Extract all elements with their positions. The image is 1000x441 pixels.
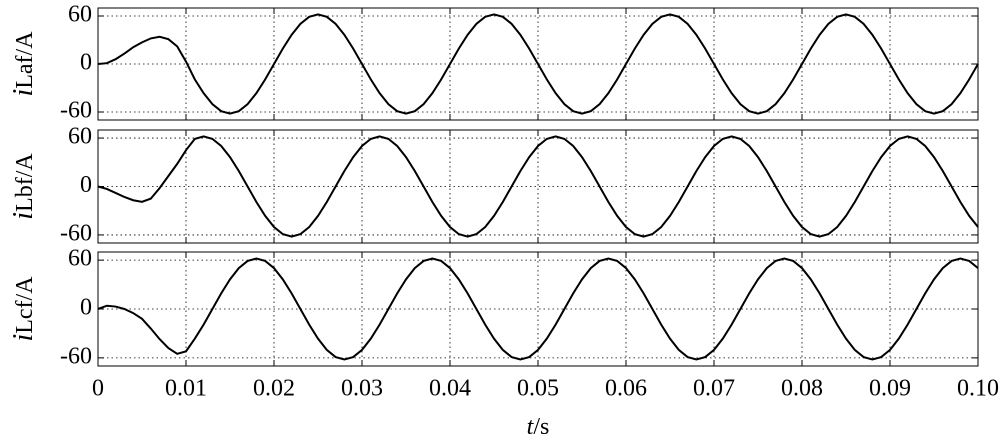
x-tick-label: 0.08 — [781, 376, 823, 402]
y-tick-label: -60 — [60, 220, 92, 246]
x-tick-label: 0.04 — [429, 376, 471, 402]
y-axis-label: iLbf/A — [8, 153, 39, 220]
y-label-rest: Laf/A — [12, 31, 38, 89]
y-tick-label: 60 — [68, 2, 92, 28]
y-label-symbol: i — [8, 89, 39, 97]
y-tick-label: 60 — [68, 246, 92, 272]
y-tick-label: 0 — [80, 295, 92, 321]
x-tick-label: 0.09 — [869, 376, 911, 402]
x-tick-label: 0.03 — [341, 376, 383, 402]
x-tick-label: 0 — [92, 376, 104, 402]
y-label-symbol: i — [8, 334, 39, 342]
series-line — [97, 13, 979, 115]
y-label-rest: Lbf/A — [12, 153, 38, 212]
series-line — [97, 135, 979, 238]
x-tick-label: 0.10 — [957, 376, 999, 402]
y-axis-label: iLcf/A — [8, 276, 39, 342]
x-axis-label: t/s — [527, 414, 550, 440]
y-tick-label: -60 — [60, 98, 92, 124]
x-tick-label: 0.06 — [605, 376, 647, 402]
y-tick-label: 60 — [68, 124, 92, 150]
x-tick-label: 0.02 — [253, 376, 295, 402]
x-tick-label: 0.01 — [165, 376, 207, 402]
x-label-rest: /s — [533, 414, 549, 440]
y-axis-label: iLaf/A — [8, 31, 39, 97]
y-tick-label: 0 — [80, 50, 92, 76]
y-label-symbol: i — [8, 212, 39, 220]
y-tick-label: -60 — [60, 343, 92, 369]
y-label-rest: Lcf/A — [12, 276, 38, 334]
y-tick-label: 0 — [80, 172, 92, 198]
x-label-symbol: t — [527, 414, 535, 440]
x-tick-label: 0.07 — [693, 376, 735, 402]
series-line — [97, 257, 979, 361]
x-tick-label: 0.05 — [517, 376, 559, 402]
